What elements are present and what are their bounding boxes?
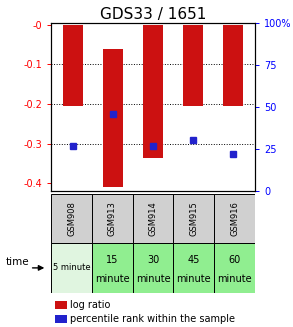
Bar <box>143 25 163 158</box>
Text: 30: 30 <box>147 255 159 266</box>
Text: 5 minute: 5 minute <box>53 263 91 272</box>
Text: time: time <box>6 257 30 267</box>
Text: 45: 45 <box>188 255 200 266</box>
Bar <box>92 243 133 293</box>
Text: 60: 60 <box>229 255 241 266</box>
Text: log ratio: log ratio <box>70 300 110 310</box>
Text: GSM913: GSM913 <box>108 201 117 236</box>
Text: minute: minute <box>217 274 252 284</box>
Text: GSM914: GSM914 <box>149 201 158 236</box>
Title: GDS33 / 1651: GDS33 / 1651 <box>100 7 206 22</box>
Bar <box>173 194 214 243</box>
Bar <box>133 243 173 293</box>
Bar <box>133 194 173 243</box>
Text: minute: minute <box>95 274 130 284</box>
Bar <box>55 301 67 309</box>
Text: 15: 15 <box>106 255 119 266</box>
Bar <box>92 194 133 243</box>
Bar <box>173 243 214 293</box>
Text: GSM916: GSM916 <box>230 201 239 236</box>
Bar <box>103 49 123 187</box>
Bar <box>51 243 92 293</box>
Text: minute: minute <box>176 274 211 284</box>
Bar <box>223 25 243 106</box>
Bar <box>214 194 255 243</box>
Bar <box>55 315 67 323</box>
Text: GSM915: GSM915 <box>189 201 198 236</box>
Text: percentile rank within the sample: percentile rank within the sample <box>70 314 235 324</box>
Bar <box>51 194 92 243</box>
Bar <box>214 243 255 293</box>
Bar <box>63 25 83 106</box>
Bar <box>183 25 203 106</box>
Text: minute: minute <box>136 274 171 284</box>
Text: GSM908: GSM908 <box>67 201 76 236</box>
